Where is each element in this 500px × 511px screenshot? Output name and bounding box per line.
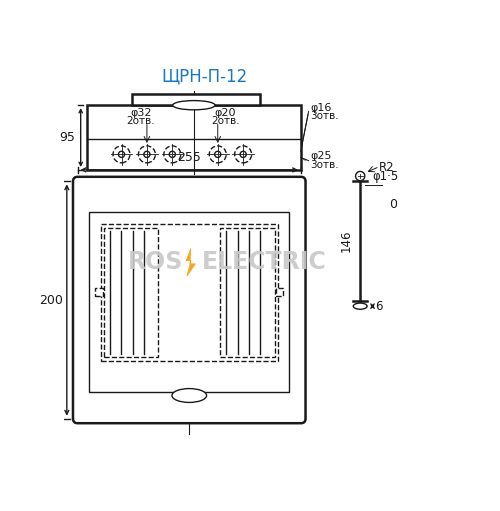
Text: 95: 95 bbox=[60, 131, 76, 144]
Text: 2отв.: 2отв. bbox=[126, 117, 155, 126]
Text: 3отв.: 3отв. bbox=[310, 159, 339, 170]
Text: ELECTRIC: ELECTRIC bbox=[202, 250, 326, 274]
Bar bbox=[220, 227, 274, 357]
Ellipse shape bbox=[354, 303, 367, 309]
Bar bbox=[132, 95, 260, 105]
Text: φ16: φ16 bbox=[310, 103, 332, 112]
Text: ЩРН-П-12: ЩРН-П-12 bbox=[162, 67, 248, 85]
Text: 2отв.: 2отв. bbox=[211, 117, 240, 126]
Text: φ1·5: φ1·5 bbox=[372, 170, 399, 183]
Text: 255: 255 bbox=[178, 151, 201, 164]
Ellipse shape bbox=[172, 388, 206, 403]
Text: φ20: φ20 bbox=[214, 108, 236, 118]
Bar bbox=[276, 289, 283, 296]
FancyBboxPatch shape bbox=[73, 177, 306, 423]
Text: ROS: ROS bbox=[128, 250, 183, 274]
Text: φ32: φ32 bbox=[130, 108, 152, 118]
Text: 3отв.: 3отв. bbox=[310, 111, 339, 121]
Text: 146: 146 bbox=[340, 230, 352, 252]
Ellipse shape bbox=[172, 101, 215, 110]
Text: φ25: φ25 bbox=[310, 151, 332, 161]
Bar bbox=[96, 289, 103, 296]
Bar bbox=[89, 212, 290, 391]
Text: R2: R2 bbox=[378, 161, 394, 174]
Text: 6: 6 bbox=[376, 299, 383, 313]
Bar bbox=[87, 105, 301, 170]
Text: 0: 0 bbox=[390, 198, 398, 211]
Polygon shape bbox=[186, 248, 196, 276]
Bar bbox=[104, 227, 158, 357]
Text: 200: 200 bbox=[39, 293, 63, 307]
Bar bbox=[100, 224, 278, 361]
